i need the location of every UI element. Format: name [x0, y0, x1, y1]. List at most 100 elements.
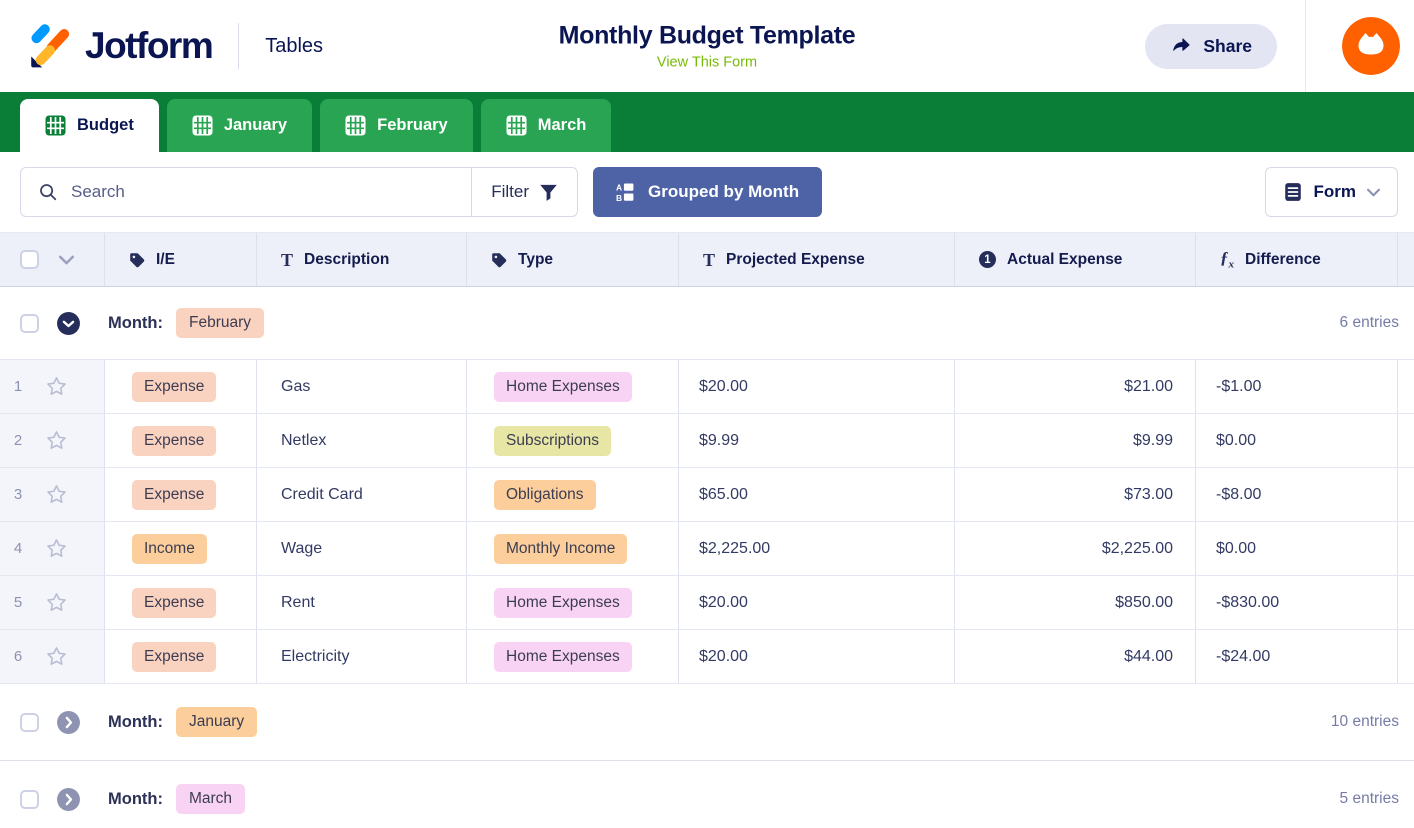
svg-text:B: B	[616, 192, 622, 201]
tab-march[interactable]: March	[480, 99, 612, 152]
cell-description[interactable]: Electricity	[257, 630, 467, 683]
filter-button[interactable]: Filter	[471, 168, 577, 216]
cell-ie[interactable]: Income	[105, 522, 257, 575]
cell-actual-expense[interactable]: $21.00	[955, 360, 1196, 413]
group-checkbox[interactable]	[20, 712, 39, 732]
group-field-label: Month:	[108, 789, 163, 808]
cell-actual-expense[interactable]: $2,225.00	[955, 522, 1196, 575]
formula-icon: ƒx	[1220, 247, 1234, 271]
cell-description[interactable]: Gas	[257, 360, 467, 413]
row-number: 1	[13, 378, 23, 395]
month-group-row: Month: February 6 entries	[0, 287, 1414, 360]
table-grid-icon	[345, 115, 366, 136]
cell-description[interactable]: Credit Card	[257, 468, 467, 521]
star-icon[interactable]	[46, 430, 67, 451]
search-filter-group: Filter	[20, 167, 578, 217]
brand-area: Jotform Tables	[26, 23, 323, 69]
cell-ie[interactable]: Expense	[105, 468, 257, 521]
cell-ie[interactable]: Expense	[105, 576, 257, 629]
table-row: 5 Expense Rent Home Expenses $20.00 $850…	[0, 576, 1414, 630]
cell-difference[interactable]: $0.00	[1196, 414, 1398, 467]
table-row: 3 Expense Credit Card Obligations $65.00…	[0, 468, 1414, 522]
cell-actual-expense[interactable]: $73.00	[955, 468, 1196, 521]
group-toggle[interactable]	[56, 710, 81, 735]
group-entry-count: 10 entries	[1330, 713, 1399, 730]
cell-actual-expense[interactable]: $44.00	[955, 630, 1196, 683]
header-divider	[1305, 0, 1306, 92]
row-select-cell: 4	[0, 522, 105, 575]
star-icon[interactable]	[46, 538, 67, 559]
number-icon: 1	[979, 251, 996, 268]
cell-projected-expense[interactable]: $2,225.00	[679, 522, 955, 575]
select-all-checkbox[interactable]	[20, 250, 39, 269]
grouped-by-month-label: Grouped by Month	[648, 182, 800, 201]
cell-ie[interactable]: Expense	[105, 360, 257, 413]
star-icon[interactable]	[46, 376, 67, 397]
form-dropdown-button[interactable]: Form	[1264, 167, 1398, 217]
row-select-cell: 2	[0, 414, 105, 467]
cell-difference[interactable]: -$24.00	[1196, 630, 1398, 683]
group-checkbox[interactable]	[20, 789, 39, 809]
share-label: Share	[1203, 35, 1252, 56]
star-icon[interactable]	[46, 592, 67, 613]
group-divider	[0, 760, 1414, 761]
row-number: 3	[13, 486, 23, 503]
cell-ie[interactable]: Expense	[105, 414, 257, 467]
cell-type[interactable]: Home Expenses	[467, 360, 679, 413]
group-toggle[interactable]	[56, 311, 81, 336]
table-header-row: I/E T Description Type T Projected Expen…	[0, 232, 1414, 287]
select-all-header-cell	[0, 233, 105, 286]
column-label: Actual Expense	[1007, 250, 1123, 268]
column-header-description[interactable]: T Description	[257, 233, 467, 286]
cell-description[interactable]: Netlex	[257, 414, 467, 467]
column-header-actual-expense[interactable]: 1 Actual Expense	[955, 233, 1196, 286]
group-checkbox[interactable]	[20, 313, 39, 333]
cell-type[interactable]: Subscriptions	[467, 414, 679, 467]
cell-ie[interactable]: Expense	[105, 630, 257, 683]
cell-projected-expense[interactable]: $65.00	[679, 468, 955, 521]
cell-type[interactable]: Home Expenses	[467, 576, 679, 629]
cell-projected-expense[interactable]: $20.00	[679, 576, 955, 629]
type-badge: Monthly Income	[494, 533, 628, 564]
column-header-projected-expense[interactable]: T Projected Expense	[679, 233, 955, 286]
search-input[interactable]	[71, 182, 472, 202]
cell-type[interactable]: Monthly Income	[467, 522, 679, 575]
view-this-form-link[interactable]: View This Form	[656, 54, 758, 71]
cell-difference[interactable]: $0.00	[1196, 522, 1398, 575]
cell-actual-expense[interactable]: $850.00	[955, 576, 1196, 629]
cell-description[interactable]: Wage	[257, 522, 467, 575]
avatar[interactable]	[1342, 17, 1400, 75]
cell-difference[interactable]: -$1.00	[1196, 360, 1398, 413]
cell-projected-expense[interactable]: $9.99	[679, 414, 955, 467]
cell-difference[interactable]: -$8.00	[1196, 468, 1398, 521]
tab-january[interactable]: January	[166, 99, 313, 152]
cell-projected-expense[interactable]: $20.00	[679, 630, 955, 683]
cell-difference[interactable]: -$830.00	[1196, 576, 1398, 629]
table-grid-icon	[506, 115, 527, 136]
column-header-difference[interactable]: ƒx Difference	[1196, 233, 1398, 286]
cell-type[interactable]: Obligations	[467, 468, 679, 521]
tab-february[interactable]: February	[320, 99, 473, 152]
ie-badge: Expense	[132, 641, 217, 672]
cell-type[interactable]: Home Expenses	[467, 630, 679, 683]
star-icon[interactable]	[46, 484, 67, 505]
table-row: 2 Expense Netlex Subscriptions $9.99 $9.…	[0, 414, 1414, 468]
column-header-type[interactable]: Type	[467, 233, 679, 286]
tab-budget[interactable]: Budget	[20, 99, 159, 152]
jotform-logo[interactable]: Jotform	[26, 23, 214, 69]
group-value-badge: February	[175, 308, 265, 338]
grouped-by-month-button[interactable]: A B Grouped by Month	[593, 167, 823, 217]
ie-badge: Expense	[132, 371, 217, 402]
star-icon[interactable]	[46, 646, 67, 667]
share-button[interactable]: Share	[1145, 23, 1277, 69]
table-body: Month: February 6 entries 1 Expense Gas …	[0, 287, 1414, 828]
group-toggle[interactable]	[56, 787, 81, 812]
tag-icon	[130, 252, 145, 267]
cell-description[interactable]: Rent	[257, 576, 467, 629]
cell-actual-expense[interactable]: $9.99	[955, 414, 1196, 467]
column-header-ie[interactable]: I/E	[105, 233, 257, 286]
chevron-down-icon[interactable]	[59, 255, 74, 265]
cell-spacer	[1398, 360, 1414, 413]
column-label: Projected Expense	[726, 250, 865, 268]
cell-projected-expense[interactable]: $20.00	[679, 360, 955, 413]
